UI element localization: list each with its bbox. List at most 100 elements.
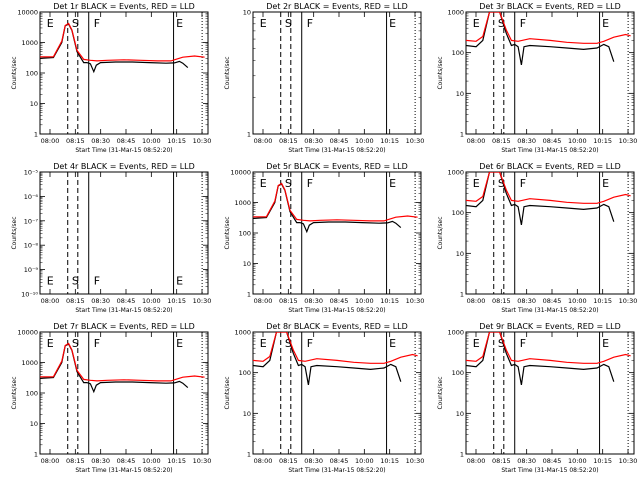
x-tick-label: 08:30	[91, 457, 110, 465]
panel-det-3: Det 3r BLACK = Events, RED = LLD 1 10 100 10…	[437, 2, 637, 154]
x-tick-label: 08:30	[517, 137, 536, 145]
x-tick-label: 08:00	[467, 297, 486, 305]
x-tick-label: 08:30	[304, 297, 323, 305]
x-tick-label: 08:00	[254, 297, 273, 305]
x-tick-label: 10:15	[380, 137, 399, 145]
series-line-events	[253, 332, 402, 386]
x-tick-label: 10:15	[593, 137, 612, 145]
panel-title: Det 8r BLACK = Events, RED = LLD	[266, 322, 408, 331]
y-tick-label: 10⁻⁵	[24, 169, 39, 177]
x-tick-label: 08:15	[279, 137, 298, 145]
y-axis-label: Counts/sec	[11, 56, 18, 89]
event-marker-label: E	[176, 17, 183, 30]
event-marker-label: S	[285, 337, 292, 350]
event-marker-label: S	[498, 177, 505, 190]
series-line-events	[466, 172, 615, 226]
x-tick-label: 10:00	[568, 297, 587, 305]
plot-frame	[252, 171, 422, 295]
plot-frame	[465, 171, 635, 295]
event-marker-label: S	[72, 274, 79, 287]
x-tick-label: 08:30	[517, 297, 536, 305]
x-tick-label: 08:00	[467, 137, 486, 145]
x-tick-label: 08:00	[41, 137, 60, 145]
panel-title: Det 1r BLACK = Events, RED = LLD	[53, 2, 195, 11]
event-marker-label: S	[72, 337, 79, 350]
event-marker-label: F	[520, 177, 526, 190]
y-tick-label: 1	[460, 291, 464, 299]
y-axis-label: Counts/sec	[224, 56, 231, 89]
x-tick-label: 10:15	[380, 457, 399, 465]
event-marker-label: E	[602, 337, 609, 350]
x-tick-label: 10:15	[167, 137, 186, 145]
event-marker-label: E	[47, 274, 54, 287]
x-axis-label: Start Time (31-Mar-15 08:52:20)	[288, 307, 385, 314]
x-tick-label: 08:45	[117, 297, 136, 305]
y-tick-label: 1000	[234, 329, 251, 337]
x-axis-label: Start Time (31-Mar-15 08:52:20)	[75, 467, 172, 474]
y-tick-label: 1	[460, 451, 464, 459]
y-tick-label: 100	[452, 49, 464, 57]
series-line-events	[40, 343, 189, 394]
y-tick-label: 10⁻¹⁰	[21, 291, 38, 299]
y-axis-label: Counts/sec	[11, 376, 18, 409]
event-marker-label: E	[260, 177, 267, 190]
plot-frame	[465, 11, 635, 135]
event-marker-label: F	[520, 337, 526, 350]
x-tick-label: 08:45	[330, 297, 349, 305]
y-tick-label: 10	[243, 9, 251, 17]
x-axis-label: Start Time (31-Mar-15 08:52:20)	[288, 467, 385, 474]
series-line-events	[466, 332, 615, 386]
event-marker-label: E	[602, 17, 609, 30]
y-tick-label: 1000	[447, 9, 464, 17]
y-tick-label: 10000	[17, 9, 38, 17]
plot-frame	[465, 331, 635, 455]
y-tick-label: 1000	[21, 359, 38, 367]
x-axis-label: Start Time (31-Mar-15 08:52:20)	[501, 307, 598, 314]
series-line-events	[466, 12, 615, 66]
x-tick-label: 08:00	[467, 457, 486, 465]
event-marker-label: F	[94, 17, 100, 30]
y-tick-label: 1	[34, 451, 38, 459]
x-tick-label: 10:15	[167, 297, 186, 305]
y-tick-label: 1000	[447, 169, 464, 177]
panel-det-2: Det 2r BLACK = Events, RED = LLD 1 10 Count…	[224, 2, 424, 154]
y-tick-label: 10	[456, 250, 464, 258]
x-tick-label: 08:45	[543, 297, 562, 305]
y-tick-label: 10⁻⁹	[24, 266, 39, 274]
plot-frame	[39, 11, 209, 135]
event-marker-label: F	[520, 17, 526, 30]
x-tick-label: 08:00	[254, 137, 273, 145]
event-marker-label: E	[260, 17, 267, 30]
x-tick-label: 10:00	[142, 297, 161, 305]
x-axis-label: Start Time (31-Mar-15 08:52:20)	[501, 147, 598, 154]
x-tick-label: 10:30	[406, 297, 425, 305]
x-tick-label: 08:30	[91, 297, 110, 305]
x-axis-label: Start Time (31-Mar-15 08:52:20)	[501, 467, 598, 474]
x-tick-label: 08:00	[41, 457, 60, 465]
event-marker-label: S	[498, 337, 505, 350]
event-marker-label: F	[94, 274, 100, 287]
y-tick-label: 1	[247, 291, 251, 299]
series-line-lld	[40, 22, 205, 62]
x-tick-label: 08:30	[304, 137, 323, 145]
panel-det-6: Det 6r BLACK = Events, RED = LLD 1 10 100 10…	[437, 162, 637, 314]
x-tick-label: 08:30	[304, 457, 323, 465]
y-tick-label: 10000	[17, 329, 38, 337]
event-marker-label: E	[473, 17, 480, 30]
x-tick-label: 10:00	[355, 137, 374, 145]
event-marker-label: E	[389, 337, 396, 350]
y-tick-label: 1	[247, 451, 251, 459]
y-tick-label: 10	[456, 410, 464, 418]
panel-title: Det 3r BLACK = Events, RED = LLD	[479, 2, 621, 11]
x-tick-label: 08:30	[517, 457, 536, 465]
y-tick-label: 1000	[21, 39, 38, 47]
x-tick-label: 08:15	[492, 457, 511, 465]
event-marker-label: F	[94, 337, 100, 350]
y-tick-label: 100	[26, 390, 38, 398]
y-tick-label: 100	[452, 209, 464, 217]
panel-title: Det 5r BLACK = Events, RED = LLD	[266, 162, 408, 171]
panel-det-9: Det 9r BLACK = Events, RED = LLD 1 10 100 10…	[437, 322, 637, 474]
x-tick-label: 10:00	[355, 297, 374, 305]
y-axis-label: Counts/sec	[437, 56, 444, 89]
series-line-lld	[253, 182, 418, 222]
